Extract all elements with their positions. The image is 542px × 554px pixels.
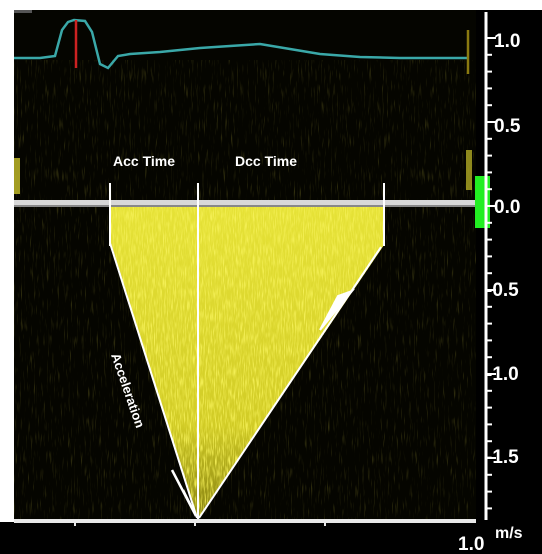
scale-label-0-0: 0.0: [494, 197, 520, 218]
top-left-label: [14, 10, 32, 13]
acceleration-arrowhead: [170, 469, 198, 517]
scale-label-neg-1-0: -1.0: [486, 364, 519, 385]
scale-label-0-5: 0.5: [494, 116, 521, 137]
bottom-strip: [0, 522, 476, 554]
acc-time-label: Acc Time: [113, 153, 175, 169]
baseline-shadow: [14, 205, 476, 207]
scale-unit: m/s: [495, 525, 523, 542]
acceleration-line: [109, 242, 198, 519]
left-edge-signal: [14, 158, 20, 194]
deceleration-arrowhead: [319, 288, 356, 331]
scale-label-1-0: 1.0: [494, 31, 520, 52]
time-axis: [14, 519, 476, 523]
baseline-marker: [475, 176, 490, 228]
scale-ticks: [486, 37, 496, 510]
scale-label-neg-1-5: -1.5: [486, 447, 519, 468]
dcc-time-label: Dcc Time: [235, 153, 297, 169]
scale-bottom-value: 1.0: [458, 534, 484, 554]
right-edge-signal: [466, 150, 472, 190]
baseline: [14, 200, 476, 205]
scale-label-neg-0-5: -0.5: [486, 280, 519, 301]
ecg-trace: [14, 18, 468, 70]
